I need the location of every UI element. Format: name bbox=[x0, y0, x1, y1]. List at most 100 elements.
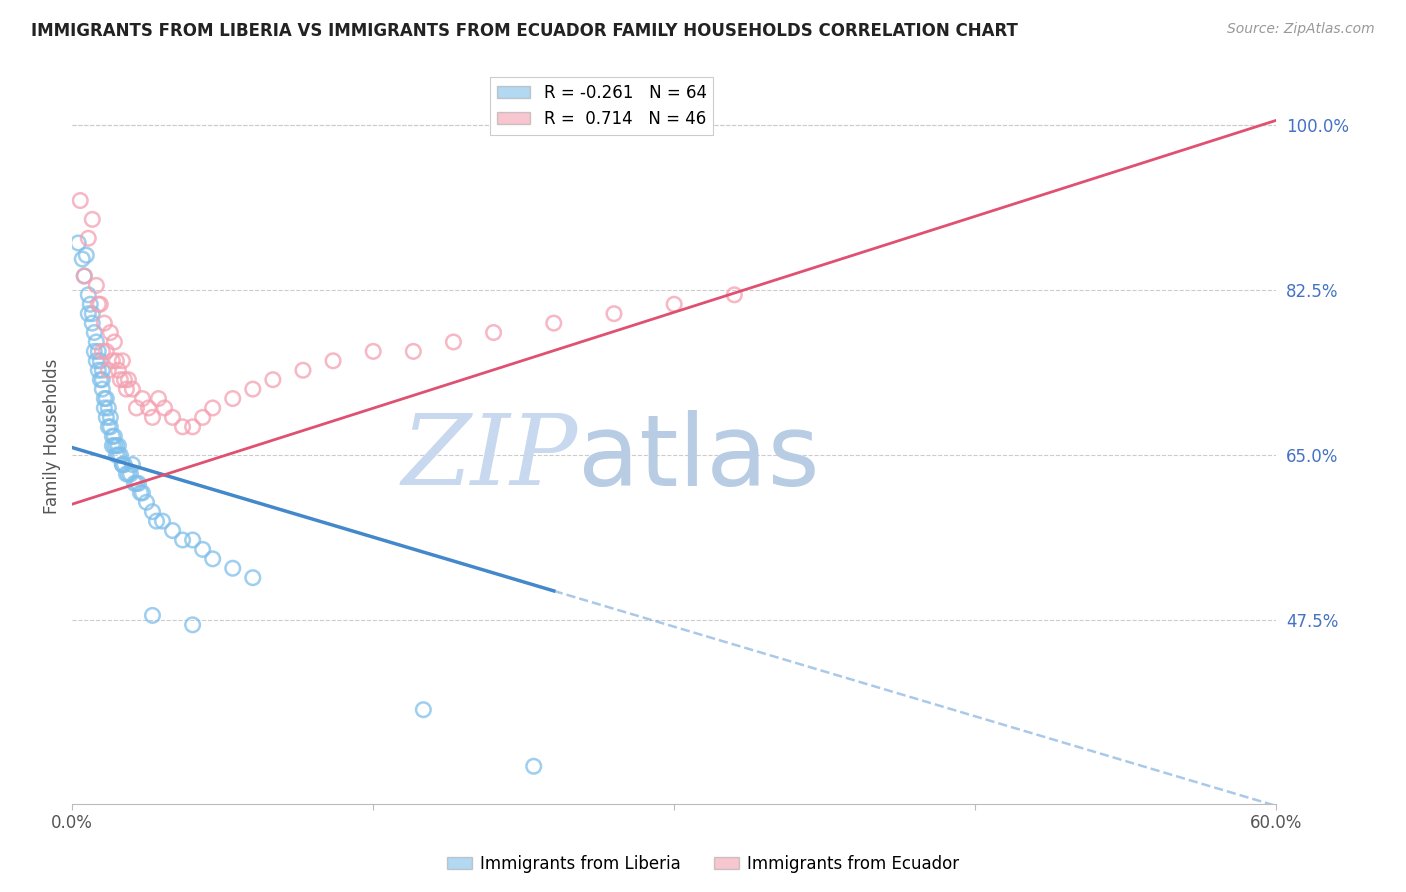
Point bbox=[523, 759, 546, 773]
Point bbox=[181, 617, 204, 632]
Point bbox=[96, 344, 118, 359]
Point bbox=[201, 401, 224, 415]
Point bbox=[87, 344, 110, 359]
Point bbox=[262, 373, 284, 387]
Point bbox=[110, 373, 132, 387]
Point bbox=[129, 485, 152, 500]
Point bbox=[96, 410, 118, 425]
Point bbox=[242, 571, 264, 585]
Point bbox=[181, 420, 204, 434]
Point bbox=[79, 297, 101, 311]
Point bbox=[162, 524, 184, 538]
Point bbox=[84, 334, 107, 349]
Point bbox=[82, 212, 104, 227]
Point bbox=[115, 382, 138, 396]
Point bbox=[145, 514, 167, 528]
Point bbox=[141, 410, 163, 425]
Point bbox=[83, 344, 105, 359]
Point bbox=[107, 363, 129, 377]
Point bbox=[82, 316, 104, 330]
Point bbox=[97, 401, 120, 415]
Point bbox=[361, 344, 384, 359]
Point bbox=[482, 326, 505, 340]
Point bbox=[138, 401, 160, 415]
Point bbox=[73, 268, 96, 283]
Point bbox=[77, 231, 100, 245]
Point bbox=[201, 551, 224, 566]
Point bbox=[103, 439, 125, 453]
Point bbox=[91, 382, 114, 396]
Point bbox=[101, 439, 124, 453]
Point bbox=[89, 354, 111, 368]
Point bbox=[67, 235, 90, 250]
Point bbox=[84, 278, 107, 293]
Point bbox=[322, 354, 344, 368]
Text: IMMIGRANTS FROM LIBERIA VS IMMIGRANTS FROM ECUADOR FAMILY HOUSEHOLDS CORRELATION: IMMIGRANTS FROM LIBERIA VS IMMIGRANTS FR… bbox=[31, 22, 1018, 40]
Point bbox=[222, 561, 245, 575]
Point bbox=[98, 420, 121, 434]
Point bbox=[75, 248, 97, 262]
Point bbox=[107, 439, 129, 453]
Point bbox=[91, 373, 114, 387]
Point bbox=[93, 401, 115, 415]
Point bbox=[131, 485, 153, 500]
Point bbox=[91, 363, 114, 377]
Point bbox=[242, 382, 264, 396]
Point bbox=[82, 307, 104, 321]
Point bbox=[91, 344, 114, 359]
Point bbox=[69, 194, 91, 208]
Point bbox=[112, 373, 135, 387]
Point bbox=[98, 326, 121, 340]
Point bbox=[153, 401, 176, 415]
Point bbox=[77, 307, 100, 321]
Point bbox=[141, 505, 163, 519]
Point bbox=[135, 495, 157, 509]
Point bbox=[127, 476, 149, 491]
Point bbox=[77, 288, 100, 302]
Point bbox=[291, 363, 314, 377]
Point bbox=[412, 703, 434, 717]
Point bbox=[97, 363, 120, 377]
Point bbox=[603, 307, 626, 321]
Text: atlas: atlas bbox=[578, 409, 820, 507]
Point bbox=[107, 448, 129, 462]
Point bbox=[172, 533, 194, 547]
Point bbox=[98, 410, 121, 425]
Point bbox=[191, 542, 214, 557]
Point bbox=[93, 392, 115, 406]
Point bbox=[101, 354, 124, 368]
Point bbox=[124, 476, 146, 491]
Point bbox=[103, 334, 125, 349]
Point bbox=[120, 467, 142, 481]
Point bbox=[125, 401, 148, 415]
Point bbox=[662, 297, 685, 311]
Point bbox=[101, 429, 124, 443]
Point bbox=[105, 448, 128, 462]
Point bbox=[125, 476, 148, 491]
Point bbox=[121, 458, 143, 472]
Point bbox=[152, 514, 174, 528]
Point bbox=[110, 448, 132, 462]
Y-axis label: Family Households: Family Households bbox=[44, 359, 60, 514]
Point bbox=[402, 344, 425, 359]
Point bbox=[181, 533, 204, 547]
Point bbox=[172, 420, 194, 434]
Point bbox=[121, 382, 143, 396]
Text: ZIP: ZIP bbox=[402, 410, 578, 506]
Point bbox=[191, 410, 214, 425]
Point bbox=[105, 439, 128, 453]
Point bbox=[111, 458, 134, 472]
Point bbox=[97, 420, 120, 434]
Point bbox=[105, 354, 128, 368]
Point bbox=[103, 429, 125, 443]
Point bbox=[112, 458, 135, 472]
Point bbox=[73, 268, 96, 283]
Point bbox=[141, 608, 163, 623]
Point bbox=[89, 297, 111, 311]
Point bbox=[148, 392, 170, 406]
Point bbox=[89, 373, 111, 387]
Point bbox=[543, 316, 565, 330]
Point bbox=[111, 354, 134, 368]
Point bbox=[117, 373, 139, 387]
Point bbox=[443, 334, 465, 349]
